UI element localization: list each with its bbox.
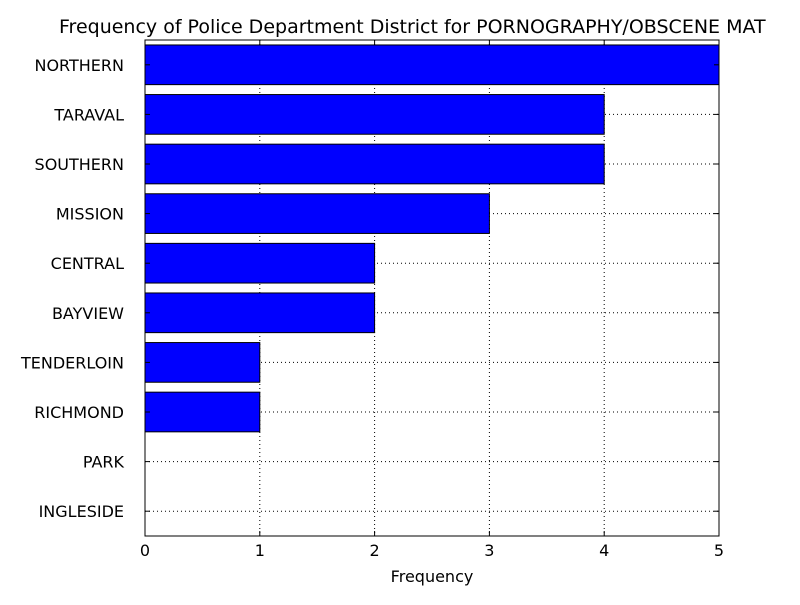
bar-mission	[144, 193, 490, 234]
y-tick-label: PARK	[83, 453, 125, 472]
chart-title: Frequency of Police Department District …	[59, 16, 766, 38]
plot-area-frame	[144, 39, 720, 537]
x-tick-label: 2	[370, 541, 380, 560]
bar-taraval	[144, 94, 605, 135]
y-tick-label: RICHMOND	[34, 403, 124, 422]
bar-southern	[144, 143, 605, 185]
y-tick-labels: NORTHERN TARAVAL SOUTHERN MISSION CENTRAL BAY…	[20, 56, 125, 521]
bars-layer	[144, 44, 720, 433]
x-tick-label: 1	[255, 541, 265, 560]
y-tick-label: TENDERLOIN	[20, 353, 124, 372]
x-tick-labels: 0 1 2 3 4 5	[140, 541, 724, 560]
y-tick-label: NORTHERN	[34, 56, 124, 75]
y-tick-label: SOUTHERN	[35, 155, 124, 174]
y-tick-label: BAYVIEW	[52, 304, 124, 323]
x-tick-label: 0	[140, 541, 150, 560]
y-tick-label: INGLESIDE	[39, 502, 124, 521]
x-tick-label: 4	[599, 541, 609, 560]
bar-central	[144, 242, 376, 284]
bar-richmond	[144, 391, 261, 433]
y-tick-label: CENTRAL	[51, 254, 124, 273]
ticks-layer	[144, 40, 720, 536]
x-tick-label: 3	[484, 541, 494, 560]
bar-bayview	[144, 292, 376, 334]
x-axis-label: Frequency	[391, 567, 474, 586]
x-tick-label: 5	[714, 541, 724, 560]
bar-northern	[144, 44, 720, 86]
y-tick-label: MISSION	[56, 205, 124, 224]
y-tick-label: TARAVAL	[53, 105, 124, 124]
bar-tenderloin	[144, 342, 261, 383]
